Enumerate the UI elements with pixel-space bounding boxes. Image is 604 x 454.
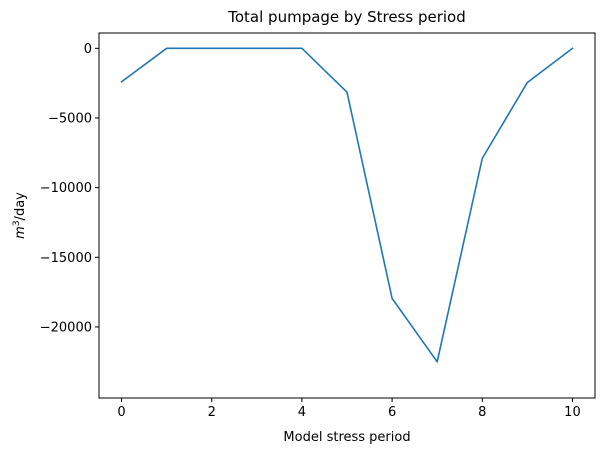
x-tick-label: 6 xyxy=(388,405,396,420)
y-axis-label-superscript: 3 xyxy=(12,220,22,226)
y-tick-label: 0 xyxy=(84,42,92,57)
x-tick-label: 4 xyxy=(298,405,306,420)
series-layer xyxy=(120,47,574,363)
y-tick-label: −10000 xyxy=(40,181,92,196)
y-axis-label: m3/day xyxy=(12,192,28,239)
x-axis-ticks: 0 2 4 6 8 10 xyxy=(117,398,581,420)
plot-frame xyxy=(98,32,596,399)
series-line xyxy=(120,47,574,363)
y-axis-label-unit: /day xyxy=(13,192,28,221)
x-tick-label: 10 xyxy=(564,405,581,420)
y-axis-label-math: m xyxy=(13,226,28,239)
x-tick-label: 0 xyxy=(117,405,125,420)
x-tick-label: 2 xyxy=(208,405,216,420)
x-axis-label: Model stress period xyxy=(283,430,410,445)
chart-title: Total pumpage by Stress period xyxy=(227,8,466,26)
y-tick-label: −5000 xyxy=(48,111,92,126)
y-axis-ticks: 0 −5000 −10000 −15000 −20000 xyxy=(40,42,99,335)
y-tick-label: −20000 xyxy=(40,320,92,335)
y-tick-label: −15000 xyxy=(40,251,92,266)
x-tick-label: 8 xyxy=(478,405,486,420)
